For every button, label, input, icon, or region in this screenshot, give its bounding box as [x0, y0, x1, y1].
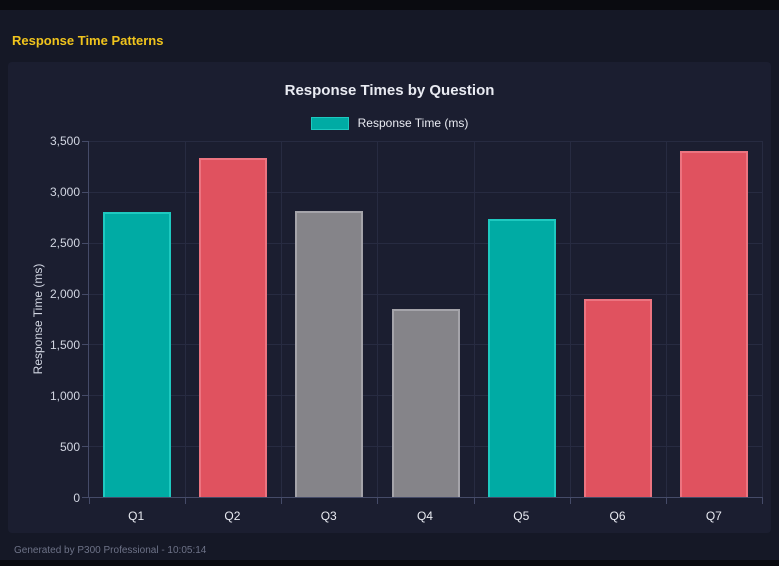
x-tick-label: Q4 [416, 509, 433, 523]
x-tick-label: Q6 [609, 509, 626, 523]
x-tick-label: Q5 [513, 509, 530, 523]
legend-swatch-icon [310, 116, 349, 130]
legend-label: Response Time (ms) [357, 116, 469, 130]
x-tick-mark [281, 497, 283, 504]
y-tick-mark [82, 395, 89, 397]
y-tick-label: 2,500 [49, 236, 80, 250]
x-tick-mark [185, 497, 187, 504]
footer-text: Generated by P300 Professional - 10:05:1… [14, 545, 207, 556]
h-gridline [89, 293, 762, 295]
y-tick-mark [82, 141, 89, 142]
bar-q1[interactable] [103, 212, 172, 497]
x-tick-mark [89, 497, 90, 504]
y-tick-label: 3,000 [49, 185, 80, 199]
y-tick-mark [82, 497, 89, 498]
x-tick-mark [473, 497, 475, 504]
bar-q5[interactable] [487, 219, 556, 497]
v-gridline [377, 141, 379, 497]
y-tick-mark [82, 344, 89, 346]
window-top-strip [0, 0, 779, 10]
bar-q7[interactable] [679, 151, 748, 497]
y-tick-mark [82, 191, 89, 193]
y-tick-mark [82, 446, 89, 448]
h-gridline [89, 191, 762, 193]
v-gridline [185, 141, 187, 497]
plot-area [82, 141, 763, 504]
x-tick-label: Q3 [320, 509, 337, 523]
h-gridline [89, 242, 762, 244]
y-tick-label: 500 [59, 440, 80, 454]
bar-q3[interactable] [295, 211, 364, 497]
y-tick-label: 1,500 [49, 338, 80, 352]
h-gridline [89, 141, 762, 142]
page-title: Response Time Patterns [12, 33, 164, 48]
x-axis-labels: Q1 Q2 Q3 Q4 Q5 Q6 Q7 [88, 509, 762, 523]
v-gridline [281, 141, 283, 497]
x-tick-label: Q7 [705, 509, 722, 523]
chart-card: Response Times by Question Response Time… [8, 62, 771, 533]
y-tick-label: 3,500 [49, 134, 80, 148]
y-tick-mark [82, 242, 89, 244]
chart-title: Response Times by Question [284, 82, 495, 99]
x-tick-label: Q2 [224, 509, 241, 523]
y-tick-label: 1,000 [49, 389, 80, 403]
x-tick-label: Q1 [128, 509, 145, 523]
bar-q4[interactable] [391, 309, 460, 497]
y-tick-mark [82, 293, 89, 295]
bar-q6[interactable] [583, 299, 652, 497]
x-tick-mark [665, 497, 667, 504]
v-gridline [473, 141, 475, 497]
x-tick-mark [569, 497, 571, 504]
chart-legend[interactable]: Response Time (ms) [8, 114, 771, 132]
v-gridline [665, 141, 667, 497]
x-tick-mark [377, 497, 379, 504]
window-bottom-strip [0, 560, 779, 566]
y-tick-label: 2,000 [49, 287, 80, 301]
v-gridline [762, 141, 763, 497]
y-axis-labels: 0 500 1,000 1,500 2,000 2,500 3,000 3,500 [8, 134, 80, 505]
y-tick-label: 0 [73, 491, 80, 505]
x-tick-mark [762, 497, 763, 504]
v-gridline [569, 141, 571, 497]
bar-q2[interactable] [199, 158, 268, 497]
